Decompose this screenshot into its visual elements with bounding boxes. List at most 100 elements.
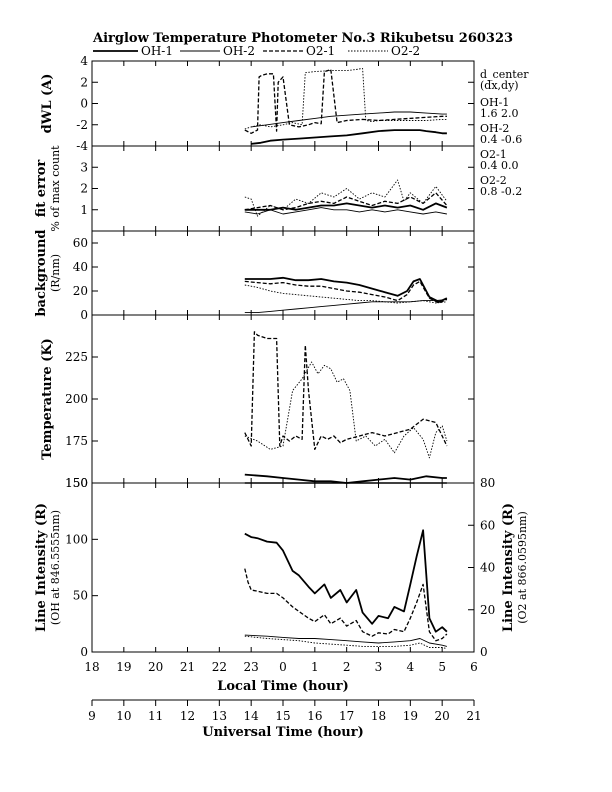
panel-frame xyxy=(91,230,475,316)
local-time-tick-label: 22 xyxy=(212,660,227,674)
series-bg-oh-1 xyxy=(244,276,448,303)
y-tick-label: -2 xyxy=(76,118,88,132)
ut-tick-label: 12 xyxy=(180,709,195,723)
y-tick-label: 1 xyxy=(80,203,88,217)
y-tick-label: 0 xyxy=(80,97,88,111)
legend-label: OH-1 xyxy=(141,44,173,58)
panels: -4 -2 0 2 4 dWL (A) 1 2 3 fit error% of max count… xyxy=(34,54,529,659)
local-time-tick-label: 4 xyxy=(407,660,415,674)
local-time-tick-label: 0 xyxy=(279,660,287,674)
panel-temp: 150 175 200 225 Temperature (K) xyxy=(40,314,475,490)
series-fiterr-oh-2 xyxy=(244,207,447,215)
series-dwl-o2-2 xyxy=(244,67,447,130)
series-int-oh-1 xyxy=(244,529,448,633)
ut-tick-label: 20 xyxy=(435,709,450,723)
side-note: d_center(dx,dy) OH-11.6 2.0 OH-20.4 -0.6 O2… xyxy=(480,68,529,198)
y-axis-label: fit error xyxy=(34,160,49,218)
legend-item-o2-2: O2-2 xyxy=(348,44,420,58)
series-fiterr-o2-1 xyxy=(244,192,448,211)
y-tick-label: 2 xyxy=(80,182,88,196)
series-int-o2-1 xyxy=(244,568,448,642)
right-y-tick-label: 20 xyxy=(480,603,495,617)
series-bg-o2-1 xyxy=(244,280,448,304)
local-time-tick-label: 6 xyxy=(470,660,478,674)
side-note-header: d_center xyxy=(480,68,529,81)
panel-dwl: -4 -2 0 2 4 dWL (A) xyxy=(40,54,475,153)
legend-label: O2-2 xyxy=(391,44,420,58)
legend-item-oh-1: OH-1 xyxy=(93,44,173,58)
y-axis-label: (OH at 846.5555nm) xyxy=(49,510,62,625)
local-time-tick-label: 20 xyxy=(148,660,163,674)
y-axis-label: background xyxy=(34,229,49,316)
series-temp-o2-1 xyxy=(244,331,448,451)
local-time-tick-label: 21 xyxy=(180,660,195,674)
ut-tick-label: 19 xyxy=(403,709,418,723)
y-tick-label: 150 xyxy=(65,476,88,490)
y-tick-label: 175 xyxy=(65,434,88,448)
series-fiterr-o2-2 xyxy=(244,179,448,217)
legend: OH-1 OH-2 O2-1 O2-2 xyxy=(93,44,420,58)
series-int-oh-2 xyxy=(244,634,448,647)
side-note-value: 0.4 0.0 xyxy=(480,159,518,172)
ut-tick-label: 21 xyxy=(466,709,481,723)
local-time-tick-label: 5 xyxy=(438,660,446,674)
series-int-o2-2 xyxy=(244,635,448,650)
legend-item-o2-1: O2-1 xyxy=(263,44,335,58)
y-tick-label: 225 xyxy=(65,350,88,364)
series-bg-o2-2 xyxy=(244,284,447,304)
side-note-name: OH-1 xyxy=(480,96,509,109)
ut-axis: 9 10 11 12 13 14 15 16 17 18 19 20 21 Universal Time … xyxy=(88,699,482,740)
panel-frame xyxy=(91,145,475,232)
y-tick-label: 40 xyxy=(73,260,88,274)
y-tick-label: 60 xyxy=(73,236,88,250)
y-tick-label: 100 xyxy=(65,532,88,546)
y-tick-label: 20 xyxy=(73,284,88,298)
series-dwl-oh-1 xyxy=(251,129,447,145)
local-time-tick-label: 1 xyxy=(311,660,319,674)
chart-header: Airglow Temperature Photometer No.3 Riku… xyxy=(92,31,513,58)
local-time-tick-label: 18 xyxy=(84,660,99,674)
side-note-name: OH-2 xyxy=(480,122,509,135)
right-y-tick-label: 40 xyxy=(480,561,495,575)
panel-fiterr: 1 2 3 fit error% of max count xyxy=(34,145,475,232)
side-note-value: 1.6 2.0 xyxy=(480,107,518,120)
panel-frame xyxy=(91,314,475,484)
y-axis-label: Temperature (K) xyxy=(40,338,55,460)
panel-frame xyxy=(91,60,475,147)
side-note-value: 0.4 -0.6 xyxy=(480,133,522,146)
series-temp-o2-2 xyxy=(244,361,448,459)
y-axis-label: % of max count xyxy=(49,145,62,232)
local-time-tick-label: 2 xyxy=(343,660,351,674)
y-tick-label: 150 xyxy=(65,476,88,490)
series-fiterr-oh-1 xyxy=(244,202,448,211)
panel-bg: 0 20 40 60 background (R/nm) xyxy=(34,229,475,322)
series-dwl-o2-1 xyxy=(244,68,447,134)
y-axis-label: dWL (A) xyxy=(40,74,55,134)
ut-tick-label: 14 xyxy=(244,709,260,723)
y-axis-label: (R/nm) xyxy=(49,254,62,292)
series-dwl-oh-2 xyxy=(251,111,447,128)
ut-tick-label: 13 xyxy=(212,709,227,723)
series-temp-oh-1 xyxy=(244,473,447,484)
ut-tick-label: 18 xyxy=(371,709,386,723)
y-tick-label: 2 xyxy=(80,75,88,89)
legend-label: O2-1 xyxy=(306,44,335,58)
right-y-tick-label: 80 xyxy=(480,476,495,490)
right-y-tick-label: 60 xyxy=(480,518,495,532)
legend-label: OH-2 xyxy=(223,44,255,58)
y-tick-label: 0 xyxy=(80,308,88,322)
y-tick-label: 3 xyxy=(80,160,88,174)
y-tick-label: 0 xyxy=(80,645,88,659)
side-note-name: O2-2 xyxy=(480,174,507,187)
local-time-tick-label: 3 xyxy=(375,660,383,674)
ut-tick-label: 15 xyxy=(275,709,290,723)
ut-label: Universal Time (hour) xyxy=(202,725,364,740)
ut-tick-label: 16 xyxy=(307,709,322,723)
y-tick-label: 200 xyxy=(65,392,88,406)
series-bg-oh-2 xyxy=(244,298,447,314)
right-y-axis-label: (O2 at 866.0595nm) xyxy=(516,511,529,624)
y-axis-label: Line Intensity (R) xyxy=(34,503,49,632)
panel-frame xyxy=(91,482,475,653)
ut-tick-label: 10 xyxy=(116,709,131,723)
